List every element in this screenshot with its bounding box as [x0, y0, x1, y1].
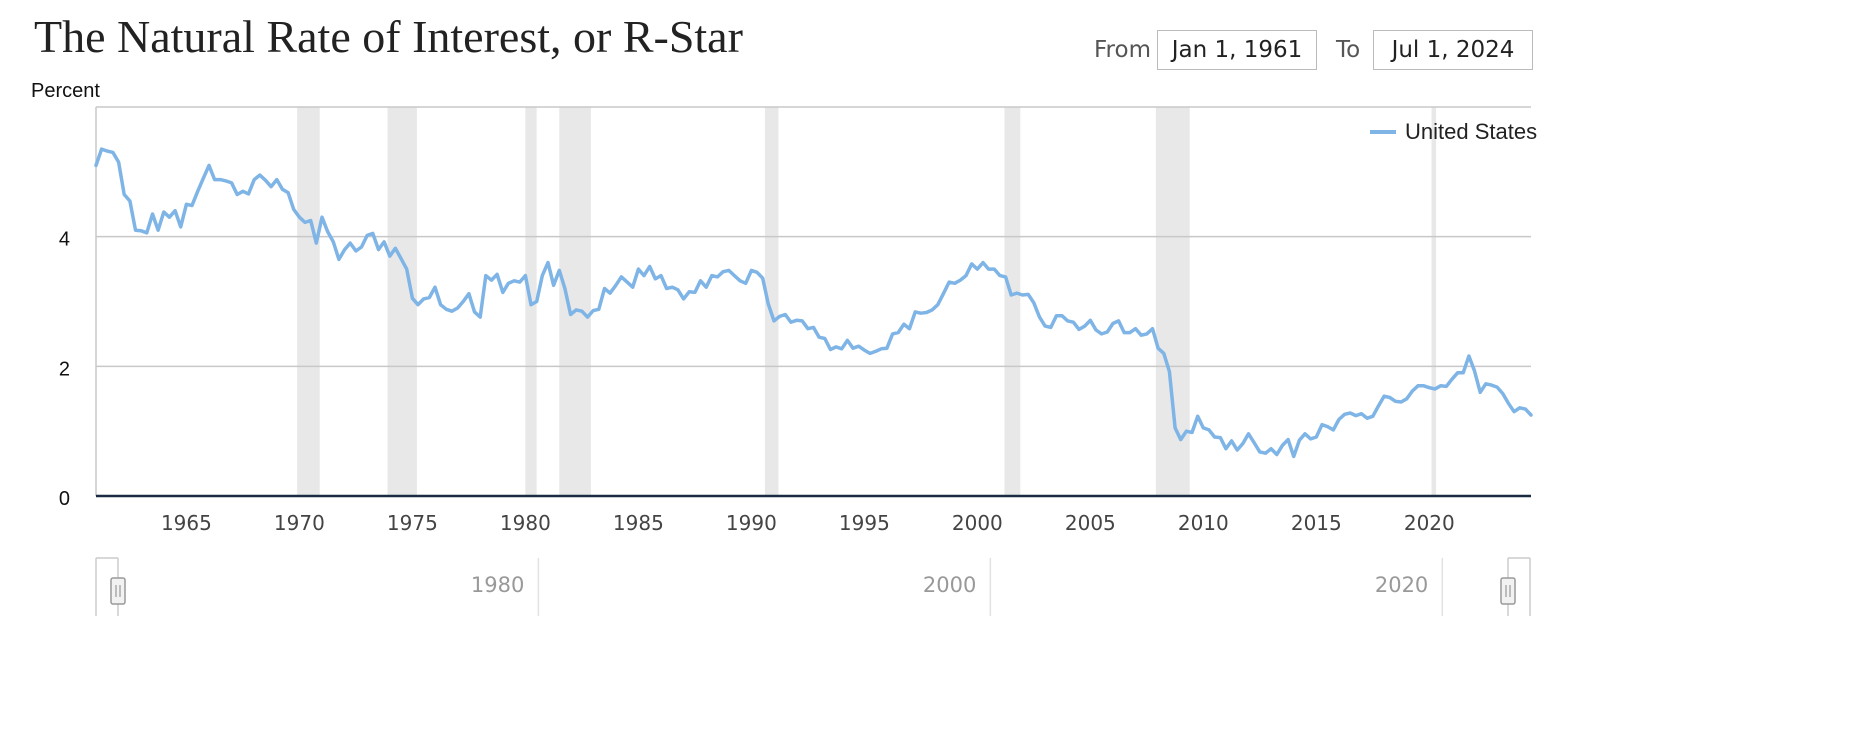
x-tick-label: 1975	[387, 511, 438, 535]
x-tick-label: 1980	[500, 511, 551, 535]
x-axis-ticks: 1965 1970 1975 1980 1985 1990 1995 2000 2005 2010…	[161, 511, 1455, 535]
x-tick-label: 2015	[1291, 511, 1342, 535]
grid-lines	[95, 106, 1531, 496]
from-label: From	[1094, 37, 1151, 63]
y-axis-ticks: 0 2 4	[59, 229, 70, 510]
recession-band-3	[559, 107, 591, 496]
recession-band-7	[1431, 107, 1437, 496]
x-tick-label: 1970	[274, 511, 325, 535]
y-tick-label: 0	[59, 488, 70, 510]
page-title: The Natural Rate of Interest, or R-Star	[34, 11, 743, 62]
to-date-input[interactable]: Jul 1, 2024	[1373, 30, 1533, 70]
navigator-handle-right[interactable]	[1500, 577, 1516, 605]
recession-band-1	[387, 107, 417, 496]
x-tick-label: 1965	[161, 511, 212, 535]
legend-label-united-states: United States	[1405, 119, 1537, 144]
x-tick-label: 2000	[952, 511, 1003, 535]
recession-band-4	[764, 107, 779, 496]
legend[interactable]: United States	[1370, 119, 1537, 144]
x-tick-label: 2010	[1178, 511, 1229, 535]
navigator-ticks: 1980 2000 2020	[471, 558, 1444, 616]
date-range-from: From	[1094, 28, 1151, 72]
y-tick-label: 2	[59, 358, 70, 380]
navigator-tick-label: 2000	[923, 573, 976, 597]
x-tick-label: 2020	[1404, 511, 1455, 535]
navigator-handle-left[interactable]	[110, 577, 126, 605]
y-tick-label: 4	[59, 229, 70, 251]
x-tick-label: 1985	[613, 511, 664, 535]
recession-band-5	[1004, 107, 1021, 496]
recession-band-6	[1155, 107, 1190, 496]
x-tick-label: 2005	[1065, 511, 1116, 535]
navigator-tick-label: 1980	[471, 573, 524, 597]
navigator-tick-label: 2020	[1375, 573, 1428, 597]
to-label: To	[1336, 37, 1361, 63]
from-date-container: Jan 1, 1961	[1157, 28, 1317, 72]
y-axis-label: Percent	[31, 80, 100, 102]
to-date-container: Jul 1, 2024	[1373, 28, 1533, 72]
x-tick-label: 1995	[839, 511, 890, 535]
recession-bands	[297, 107, 1437, 496]
x-tick-label: 1990	[726, 511, 777, 535]
range-navigator[interactable]: 1980 2000 2020	[95, 557, 1531, 616]
series-line-united-states	[94, 147, 1533, 459]
date-range-to: To	[1336, 28, 1360, 72]
recession-band-0	[297, 107, 320, 496]
from-date-input[interactable]: Jan 1, 1961	[1157, 30, 1317, 70]
